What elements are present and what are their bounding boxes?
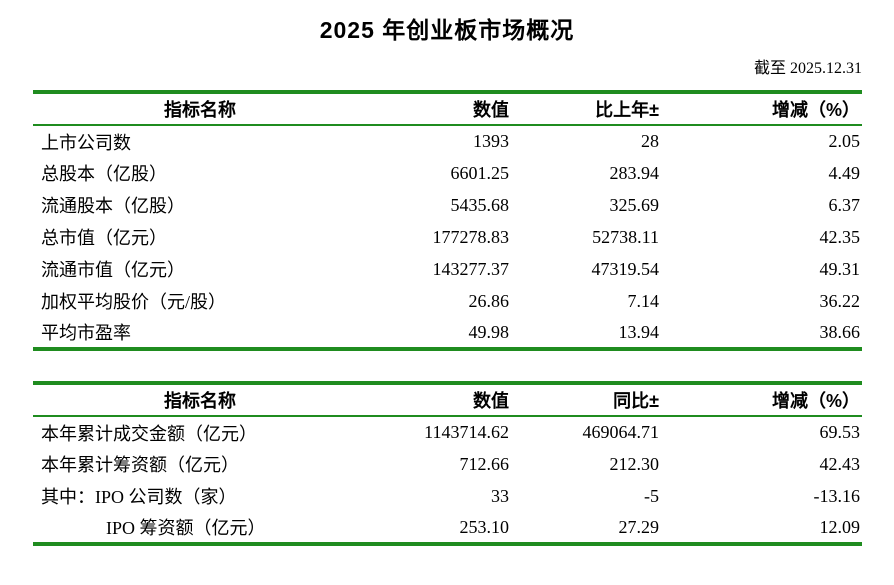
indicator-value: 7.14 xyxy=(627,290,660,311)
indicator-value: 177278.83 xyxy=(432,226,510,247)
table-row: 平均市盈率 49.98 13.94 38.66 xyxy=(33,317,862,349)
yearly-cumulative-table-wrap: 指标名称 数值 同比± 增减（%） 本年累计成交金额（亿元） 1143714.62 469… xyxy=(33,381,862,546)
table-row: 流通市值（亿元） 143277.37 47319.54 49.31 xyxy=(33,253,862,285)
table-row: 本年累计成交金额（亿元） 1143714.62 469064.71 69.53 xyxy=(33,416,862,448)
yearly-cumulative-table-body: 本年累计成交金额（亿元） 1143714.62 469064.71 69.53 本年累计… xyxy=(33,416,862,544)
yearly-cumulative-table-head: 指标名称 数值 同比± 增减（%） xyxy=(33,383,862,416)
indicator-value: 69.53 xyxy=(819,422,861,442)
indicator-value: 12.09 xyxy=(819,516,861,537)
indicator-value: 42.35 xyxy=(819,226,861,247)
table-row: IPO 筹资额（亿元） 253.10 27.29 12.09 xyxy=(33,512,862,544)
indicator-value: 36.22 xyxy=(819,290,861,311)
column-header: 数值 xyxy=(473,391,509,411)
indicator-value: 49.98 xyxy=(468,321,510,342)
indicator-value: 6601.25 xyxy=(450,162,510,183)
indicator-value: 27.29 xyxy=(618,516,660,537)
indicator-value: 143277.37 xyxy=(432,258,510,279)
indicator-value: 469064.71 xyxy=(582,422,660,442)
indicator-value: 1143714.62 xyxy=(424,422,509,442)
table-row: 流通股本（亿股） 5435.68 325.69 6.37 xyxy=(33,189,862,221)
indicator-value: 253.10 xyxy=(459,516,510,537)
market-overview-table-wrap: 指标名称 数值 比上年± 增减（%） 上市公司数 1393 28 2.05 总股本（亿股） 66… xyxy=(33,90,862,351)
table-row: 本年累计筹资额（亿元） 712.66 212.30 42.43 xyxy=(33,448,862,480)
indicator-value: 2.05 xyxy=(828,131,861,151)
indicator-value: 38.66 xyxy=(819,321,861,342)
header-row: 指标名称 数值 同比± 增减（%） xyxy=(33,383,862,416)
indicator-name: 加权平均股价（元/股） xyxy=(41,292,226,312)
table-row: 总股本（亿股） 6601.25 283.94 4.49 xyxy=(33,157,862,189)
indicator-name: 平均市盈率 xyxy=(41,323,131,343)
indicator-value: 6.37 xyxy=(828,194,861,215)
indicator-name: 其中：IPO 公司数（家） xyxy=(41,487,237,507)
indicator-value: -5 xyxy=(644,485,659,506)
header-row: 指标名称 数值 比上年± 增减（%） xyxy=(33,92,862,125)
indicator-value: 47319.54 xyxy=(591,258,660,279)
indicator-value: 52738.11 xyxy=(592,226,659,247)
indicator-value: 26.86 xyxy=(468,290,510,311)
column-header: 增减（%） xyxy=(771,391,860,411)
indicator-name: 本年累计成交金额（亿元） xyxy=(41,423,257,444)
indicator-value: 212.30 xyxy=(609,453,660,474)
yearly-cumulative-table: 指标名称 数值 同比± 增减（%） 本年累计成交金额（亿元） 1143714.62 469… xyxy=(33,381,862,546)
indicator-value: -13.16 xyxy=(813,485,861,506)
column-header: 同比± xyxy=(613,391,659,411)
indicator-name: 总市值（亿元） xyxy=(41,228,167,248)
market-overview-table: 指标名称 数值 比上年± 增减（%） 上市公司数 1393 28 2.05 总股本（亿股） 66… xyxy=(33,90,862,351)
indicator-value: 33 xyxy=(491,485,509,506)
indicator-value: 4.49 xyxy=(828,162,861,183)
indicator-value: 42.43 xyxy=(819,453,861,474)
indicator-name: 上市公司数 xyxy=(41,132,131,153)
indicator-value: 49.31 xyxy=(819,258,861,279)
indicator-name: 流通市值（亿元） xyxy=(41,260,185,280)
market-overview-table-head: 指标名称 数值 比上年± 增减（%） xyxy=(33,92,862,125)
indicator-value: 712.66 xyxy=(459,453,510,474)
column-header: 指标名称 xyxy=(164,100,236,120)
indicator-name: 流通股本（亿股） xyxy=(41,196,185,216)
indicator-value: 283.94 xyxy=(609,162,660,183)
indicator-value: 28 xyxy=(641,131,659,151)
indicator-value: 325.69 xyxy=(609,194,660,215)
indicator-value: 1393 xyxy=(473,131,509,151)
page-title: 2025 年创业板市场概况 xyxy=(319,17,575,43)
column-header: 数值 xyxy=(473,100,509,120)
as-of-date: 截至 2025.12.31 xyxy=(753,60,862,77)
column-header: 指标名称 xyxy=(164,391,236,411)
table-row: 其中：IPO 公司数（家） 33 -5 -13.16 xyxy=(33,480,862,512)
table-row: 加权平均股价（元/股） 26.86 7.14 36.22 xyxy=(33,285,862,317)
column-header: 比上年± xyxy=(595,100,659,120)
indicator-name: 本年累计筹资额（亿元） xyxy=(41,455,239,475)
indicator-name: 总股本（亿股） xyxy=(41,164,167,184)
indicator-value: 5435.68 xyxy=(450,194,510,215)
indicator-value: 13.94 xyxy=(618,321,660,342)
table-row: 总市值（亿元） 177278.83 52738.11 42.35 xyxy=(33,221,862,253)
table-row: 上市公司数 1393 28 2.05 xyxy=(33,125,862,157)
column-header: 增减（%） xyxy=(771,100,860,120)
market-overview-table-body: 上市公司数 1393 28 2.05 总股本（亿股） 6601.25 283.94 4.49 流… xyxy=(33,125,862,349)
indicator-name: IPO 筹资额（亿元） xyxy=(106,518,266,538)
